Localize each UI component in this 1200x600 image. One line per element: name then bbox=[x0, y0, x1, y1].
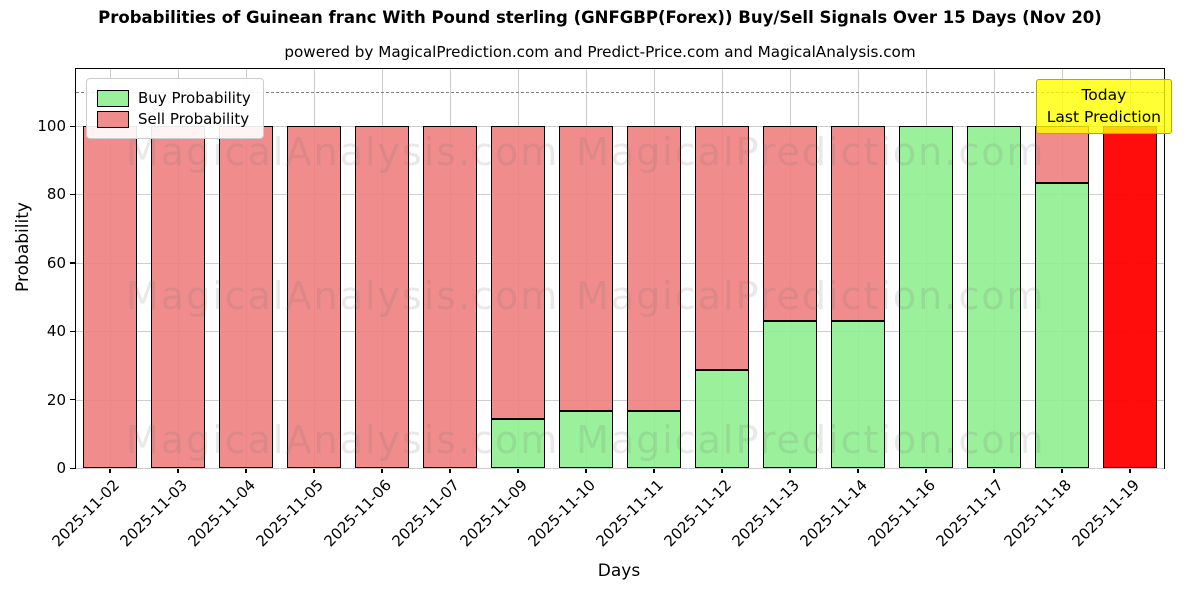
bar-segment-buy bbox=[763, 321, 817, 468]
y-tick-mark bbox=[70, 330, 75, 332]
x-tick-mark bbox=[313, 468, 315, 473]
x-tick-mark bbox=[857, 468, 859, 473]
y-tick-mark bbox=[70, 125, 75, 127]
y-tick-mark bbox=[70, 467, 75, 469]
x-tick-mark bbox=[585, 468, 587, 473]
y-tick-label: 40 bbox=[46, 322, 66, 341]
bar-segment-sell bbox=[695, 126, 749, 371]
x-tick-mark bbox=[1129, 468, 1131, 473]
x-tick-mark bbox=[381, 468, 383, 473]
y-tick-mark bbox=[70, 193, 75, 196]
bar-segment-sell bbox=[831, 126, 885, 322]
bar-segment-buy bbox=[967, 126, 1021, 468]
bar-segment-sell bbox=[83, 126, 137, 468]
x-tick-label-text: 2025-11-19 bbox=[1068, 476, 1143, 551]
y-tick-mark bbox=[70, 399, 75, 401]
y-axis-label: Probability bbox=[13, 202, 33, 292]
bar-segment-sell bbox=[627, 126, 681, 411]
bar-segment-sell bbox=[423, 126, 477, 468]
y-gridline bbox=[76, 399, 1164, 401]
y-gridline bbox=[76, 194, 1164, 196]
x-tick-mark bbox=[789, 468, 791, 473]
bar-segment-sell bbox=[355, 126, 409, 468]
sell-swatch-icon bbox=[97, 110, 129, 128]
y-gridline bbox=[76, 262, 1164, 264]
bar-segment-sell bbox=[287, 126, 341, 468]
bar-segment-buy bbox=[627, 410, 681, 468]
dashed-reference-line bbox=[76, 91, 1164, 93]
chart-title: Probabilities of Guinean franc With Poun… bbox=[98, 8, 1102, 27]
today-annotation-line2: Last Prediction bbox=[1046, 108, 1161, 127]
x-tick-label: 2025-11-19 bbox=[980, 476, 1142, 550]
legend-sell-label: Sell Probability bbox=[138, 110, 250, 128]
x-axis-label: Days bbox=[597, 561, 641, 581]
bar-segment-buy bbox=[1035, 183, 1089, 468]
y-tick-label: 80 bbox=[46, 185, 66, 204]
y-gridline bbox=[76, 126, 1164, 127]
x-tick-mark bbox=[449, 468, 451, 473]
bar-segment-sell bbox=[559, 126, 613, 411]
y-tick-label: 0 bbox=[56, 459, 66, 477]
chart-subtitle: powered by MagicalPrediction.com and Pre… bbox=[284, 43, 916, 61]
bar-segment-sell bbox=[491, 126, 545, 420]
today-annotation: Today Last Prediction bbox=[1035, 79, 1172, 134]
bar-segment-sell bbox=[1035, 126, 1089, 184]
legend-item-sell: Sell Probability bbox=[97, 110, 251, 128]
bar-segment-sell bbox=[151, 126, 205, 468]
x-tick-mark bbox=[925, 468, 927, 473]
bar-segment-today-sell bbox=[1103, 126, 1157, 468]
bar-segment-buy bbox=[899, 126, 953, 468]
x-tick-mark bbox=[245, 468, 247, 473]
y-gridline bbox=[76, 331, 1164, 333]
today-annotation-line1: Today bbox=[1081, 86, 1127, 104]
legend-item-buy: Buy Probability bbox=[97, 89, 251, 107]
bar-segment-buy bbox=[491, 419, 545, 468]
x-tick-mark bbox=[721, 468, 723, 473]
y-tick-label: 100 bbox=[37, 117, 66, 135]
y-tick-label: 60 bbox=[46, 253, 66, 272]
y-gridline bbox=[76, 468, 1164, 469]
x-tick-mark bbox=[1061, 468, 1063, 473]
buy-swatch-icon bbox=[97, 89, 129, 107]
x-tick-mark bbox=[177, 468, 179, 473]
bar-segment-sell bbox=[219, 126, 273, 468]
bar-segment-buy bbox=[559, 410, 613, 468]
bar-segment-buy bbox=[695, 370, 749, 468]
x-tick-mark bbox=[517, 468, 519, 473]
x-tick-mark bbox=[993, 468, 995, 473]
y-tick-label: 20 bbox=[46, 390, 66, 409]
legend-buy-label: Buy Probability bbox=[138, 89, 251, 107]
plot-area: Buy Probability Sell Probability Today L… bbox=[37, 68, 1172, 550]
y-tick-mark bbox=[70, 262, 75, 264]
bar-segment-sell bbox=[763, 126, 817, 322]
bar-segment-buy bbox=[831, 321, 885, 468]
legend: Buy Probability Sell Probability bbox=[86, 78, 264, 139]
x-tick-mark bbox=[653, 468, 655, 473]
x-tick-mark bbox=[109, 468, 111, 473]
